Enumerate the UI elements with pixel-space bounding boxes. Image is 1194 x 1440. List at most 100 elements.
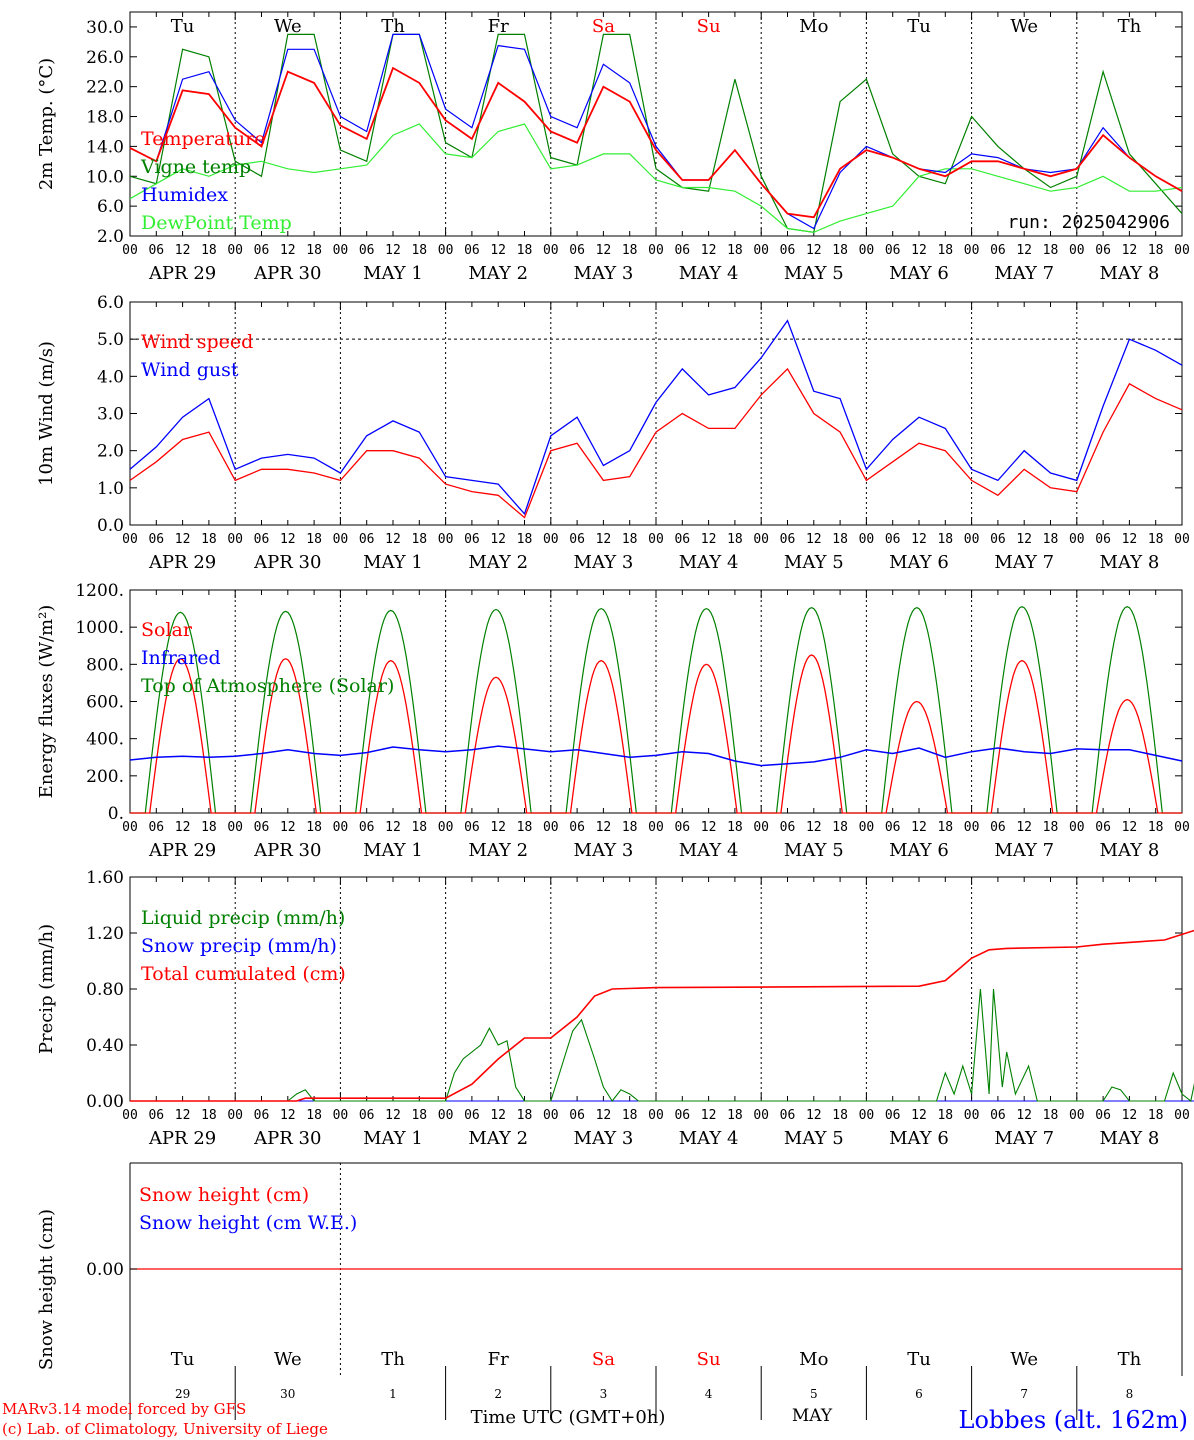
date-label: MAY 1 <box>363 263 423 284</box>
hour-tick-label: 18 <box>411 243 427 258</box>
series-line-dewpoint-temp <box>129 123 1183 233</box>
hour-tick-label: 00 <box>1069 820 1085 835</box>
hour-tick-label: 18 <box>622 243 638 258</box>
date-label: MAY 5 <box>784 552 844 573</box>
hour-tick-label: 18 <box>622 1108 638 1123</box>
hour-tick-label: 00 <box>1174 820 1190 835</box>
y-axis-label: Precip (mm/h) <box>36 924 57 1054</box>
date-label: MAY 8 <box>1100 840 1160 861</box>
day-name: Fr <box>488 1349 509 1370</box>
hour-tick-label: 00 <box>859 820 875 835</box>
hour-tick-label: 00 <box>227 820 243 835</box>
hour-tick-label: 00 <box>859 1108 875 1123</box>
hour-tick-label: 18 <box>622 532 638 547</box>
y-tick-label: 6.0 <box>97 293 124 313</box>
y-tick-label: 18.0 <box>86 108 124 128</box>
hour-tick-label: 18 <box>306 243 322 258</box>
hour-tick-label: 06 <box>885 1108 901 1123</box>
hour-tick-label: 00 <box>227 243 243 258</box>
hour-tick-label: 12 <box>911 243 927 258</box>
y-tick-label: 5.0 <box>97 330 124 350</box>
day-number: 5 <box>810 1387 818 1401</box>
day-number: 3 <box>600 1387 608 1401</box>
hour-tick-label: 18 <box>937 243 953 258</box>
legend-entry: Wind gust <box>141 359 239 381</box>
hour-tick-label: 18 <box>937 820 953 835</box>
hour-tick-label: 00 <box>333 1108 349 1123</box>
series-line-top-of-atmosphere <box>130 606 1182 814</box>
hour-tick-label: 06 <box>780 243 796 258</box>
hour-tick-label: 00 <box>648 532 664 547</box>
hour-tick-label: 12 <box>175 1108 191 1123</box>
day-name: We <box>1010 16 1038 37</box>
hour-tick-label: 18 <box>937 532 953 547</box>
hour-tick-label: 18 <box>727 820 743 835</box>
date-label: APR 29 <box>148 840 216 861</box>
hour-tick-label: 12 <box>280 820 296 835</box>
hour-tick-label: 06 <box>780 1108 796 1123</box>
hour-tick-label: 18 <box>411 532 427 547</box>
date-label: MAY 5 <box>784 1128 844 1149</box>
y-tick-label: 0.40 <box>86 1036 124 1056</box>
hour-tick-label: 00 <box>333 820 349 835</box>
hour-tick-label: 06 <box>359 532 375 547</box>
hour-tick-label: 06 <box>1095 820 1111 835</box>
y-tick-label: 1.0 <box>97 479 124 499</box>
date-label: APR 30 <box>253 1128 321 1149</box>
day-name: Fr <box>488 16 509 37</box>
hour-tick-label: 12 <box>1122 532 1138 547</box>
day-name: Th <box>1118 1349 1142 1370</box>
date-label: MAY 6 <box>889 263 949 284</box>
hour-tick-label: 00 <box>543 532 559 547</box>
hour-tick-label: 18 <box>622 820 638 835</box>
hour-tick-label: 00 <box>122 243 138 258</box>
hour-tick-label: 12 <box>806 820 822 835</box>
legend-entry: Snow height (cm) <box>139 1184 309 1206</box>
hour-tick-label: 00 <box>964 243 980 258</box>
legend-entry: Liquid precip (mm/h) <box>141 907 345 929</box>
hour-tick-label: 00 <box>1069 243 1085 258</box>
hour-tick-label: 00 <box>964 820 980 835</box>
date-label: MAY 6 <box>889 1128 949 1149</box>
y-tick-label: 600. <box>86 693 124 713</box>
date-label: MAY 7 <box>994 552 1054 573</box>
hour-tick-label: 12 <box>175 243 191 258</box>
hour-tick-label: 18 <box>411 820 427 835</box>
hour-tick-label: 12 <box>596 1108 612 1123</box>
hour-tick-label: 18 <box>937 1108 953 1123</box>
hour-tick-label: 06 <box>359 1108 375 1123</box>
date-label: MAY 7 <box>994 1128 1054 1149</box>
hour-tick-label: 06 <box>464 1108 480 1123</box>
hour-tick-label: 06 <box>990 243 1006 258</box>
hour-tick-label: 18 <box>517 1108 533 1123</box>
hour-tick-label: 12 <box>385 1108 401 1123</box>
date-label: MAY 4 <box>679 263 739 284</box>
series-line-liquid-precip-mm-h- <box>130 988 1194 1102</box>
footer: MARv3.14 model forced by GFS (c) Lab. of… <box>2 1400 1188 1438</box>
hour-tick-label: 06 <box>464 532 480 547</box>
hour-tick-label: 12 <box>490 243 506 258</box>
hour-tick-label: 18 <box>201 532 217 547</box>
hour-tick-label: 00 <box>227 1108 243 1123</box>
series-line-wind-speed <box>129 367 1183 519</box>
hour-tick-label: 12 <box>701 243 717 258</box>
y-tick-label: 1200. <box>75 581 124 601</box>
hour-tick-label: 18 <box>201 820 217 835</box>
day-name: Sa <box>592 1349 615 1370</box>
hour-tick-label: 12 <box>806 1108 822 1123</box>
time-axis-label: Time UTC (GMT+0h) <box>471 1407 666 1428</box>
y-tick-label: 26.0 <box>86 48 124 68</box>
date-label: MAY 6 <box>889 840 949 861</box>
hour-tick-label: 18 <box>1148 1108 1164 1123</box>
day-number: 29 <box>175 1387 190 1401</box>
hour-tick-label: 00 <box>438 820 454 835</box>
hour-tick-label: 12 <box>596 532 612 547</box>
hour-tick-label: 06 <box>359 243 375 258</box>
hour-tick-label: 12 <box>490 1108 506 1123</box>
y-tick-label: 0.0 <box>97 516 124 536</box>
hour-tick-label: 18 <box>411 1108 427 1123</box>
hour-tick-label: 00 <box>227 532 243 547</box>
date-label: MAY 2 <box>468 1128 528 1149</box>
day-number: 8 <box>1126 1387 1134 1401</box>
hour-tick-label: 06 <box>569 532 585 547</box>
